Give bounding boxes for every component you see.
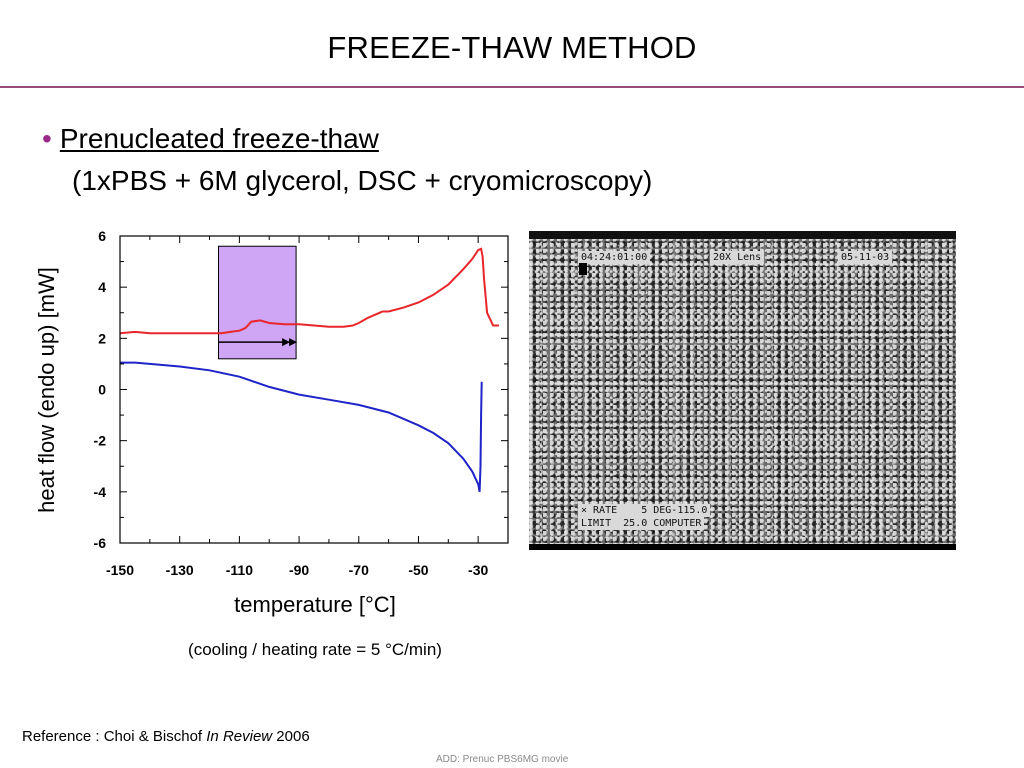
series-line-0 — [119, 247, 499, 335]
micrograph-cursor — [579, 263, 587, 275]
x-tick-label: -90 — [289, 562, 309, 578]
y-axis-label: heat flow (endo up) [mW] — [34, 267, 59, 513]
x-tick-label: -130 — [166, 562, 194, 578]
y-tick-label: -2 — [94, 433, 107, 449]
footer-note: ADD: Prenuc PBS6MG movie — [436, 754, 569, 765]
micrograph-date: 05-11-03 — [838, 251, 893, 264]
reference: Reference : Choi & Bischof In Review 200… — [22, 728, 310, 745]
reference-year: 2006 — [272, 728, 310, 745]
x-tick-label: -110 — [226, 562, 253, 578]
rate-note: (cooling / heating rate = 5 °C/min) — [188, 640, 442, 659]
cryomicroscopy-image — [529, 231, 956, 550]
bullet-heading: Prenucleated freeze-thaw — [59, 123, 379, 154]
micrograph-rate-line: × RATE 5 DEG-115.0 — [578, 504, 711, 517]
y-tick-label: 4 — [98, 279, 106, 295]
x-tick-label: -150 — [106, 562, 134, 578]
reference-prefix: Reference : Choi & Bischof — [22, 728, 207, 745]
arrow-head-icon — [289, 338, 298, 347]
slide-title: FREEZE-THAW METHOD — [327, 30, 697, 65]
y-tick-label: 2 — [98, 330, 106, 346]
x-tick-label: -70 — [349, 562, 369, 578]
y-tick-label: -4 — [94, 484, 107, 500]
x-tick-label: -50 — [408, 562, 428, 578]
x-axis-label: temperature [°C] — [234, 592, 396, 617]
micrograph-top-border — [529, 231, 956, 239]
bullet-dot-icon: • — [42, 123, 52, 154]
bullet-subtext: (1xPBS + 6M glycerol, DSC + cryomicrosco… — [72, 165, 653, 196]
y-tick-label: -6 — [94, 535, 107, 551]
title-divider — [0, 86, 1024, 88]
reference-journal: In Review — [206, 728, 273, 745]
x-tick-label: -30 — [468, 562, 488, 578]
series-line-1 — [120, 361, 483, 492]
bullet-item: • Prenucleated freeze-thaw — [42, 120, 379, 158]
micrograph-timestamp: 04:24:01:00 — [578, 251, 651, 264]
micrograph-lens: 20X Lens — [710, 251, 765, 264]
y-tick-label: 6 — [98, 228, 106, 244]
micrograph-limit-line: LIMIT 25.0 COMPUTER — [578, 517, 705, 530]
arrow-head-icon — [282, 338, 291, 347]
y-tick-label: 0 — [98, 382, 106, 398]
